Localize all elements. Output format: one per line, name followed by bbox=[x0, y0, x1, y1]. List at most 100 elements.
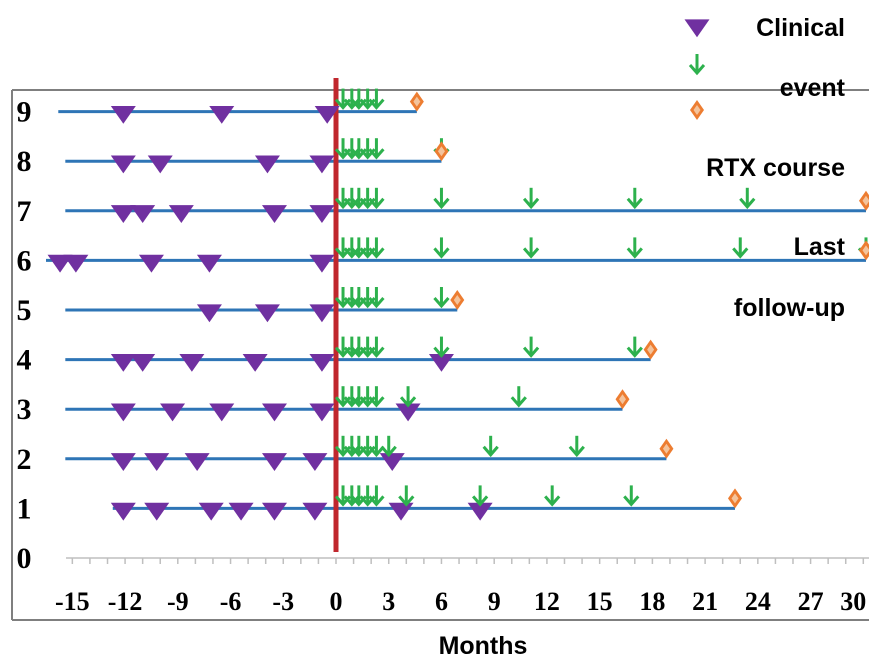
x-tick-label: 15 bbox=[587, 587, 613, 616]
y-tick-label: 9 bbox=[17, 96, 32, 129]
clinical-event-marker bbox=[138, 254, 164, 273]
rtx-course-arrow bbox=[368, 187, 385, 210]
clinical-event-marker bbox=[110, 353, 136, 372]
rtx-arrow-head bbox=[343, 445, 360, 458]
legend-symbols bbox=[684, 19, 710, 120]
clinical-event-marker bbox=[147, 155, 173, 174]
rtx-arrow-head bbox=[343, 495, 360, 507]
clinical-event-marker bbox=[144, 453, 170, 471]
rtx-course-arrow bbox=[433, 287, 450, 309]
rtx-course-arrow bbox=[623, 485, 640, 507]
x-tick-label: -12 bbox=[108, 587, 143, 616]
clinical-event-marker bbox=[309, 353, 335, 372]
rtx-course-arrow bbox=[433, 187, 450, 210]
rtx-arrow-head bbox=[343, 297, 360, 309]
rtx-arrow-head bbox=[368, 346, 385, 358]
clinical-event-marker bbox=[261, 453, 287, 471]
x-tick-label: 27 bbox=[798, 587, 824, 616]
clinical-event-marker bbox=[209, 403, 235, 422]
rtx-arrow-head bbox=[739, 197, 756, 210]
clinical-event-marker bbox=[302, 502, 328, 521]
clinical-event-marker bbox=[179, 353, 205, 372]
clinical-event-marker bbox=[63, 254, 89, 273]
diamond-inner bbox=[731, 493, 739, 504]
legend-text-event: event bbox=[780, 74, 846, 102]
clinical-event-marker bbox=[467, 502, 493, 521]
rtx-course-arrow bbox=[544, 485, 561, 507]
x-axis-label: Months bbox=[439, 632, 528, 659]
clinical-event-marker bbox=[261, 205, 287, 223]
clinical-event-marker bbox=[254, 304, 280, 323]
x-tick-label: 9 bbox=[488, 587, 501, 616]
rtx-course-arrow bbox=[626, 237, 643, 259]
x-tick-label: -3 bbox=[272, 587, 294, 616]
clinical-event-marker bbox=[110, 502, 136, 521]
diamond-inner bbox=[862, 245, 869, 256]
rtx-course-arrow bbox=[626, 336, 643, 358]
last-follow-up-marker bbox=[859, 190, 869, 211]
x-tick-label: 0 bbox=[330, 587, 343, 616]
rtx-arrow-head bbox=[368, 247, 385, 259]
legend-text-rtx-course: RTX course bbox=[706, 154, 845, 182]
rtx-arrow-head bbox=[626, 346, 643, 358]
y-tick-label: 0 bbox=[17, 542, 32, 575]
x-tick-label: 18 bbox=[639, 587, 665, 616]
rtx-arrow-head bbox=[688, 64, 706, 76]
rtx-arrow-head bbox=[399, 396, 417, 408]
clinical-event-marker bbox=[184, 453, 210, 471]
rtx-course-arrow bbox=[343, 287, 360, 309]
y-tick-label: 8 bbox=[17, 145, 32, 178]
last-follow-up-marker bbox=[643, 339, 658, 360]
rtx-arrow-head bbox=[433, 297, 450, 309]
rtx-course-arrow bbox=[368, 88, 385, 110]
rtx-arrow-head bbox=[368, 197, 385, 210]
rtx-course-arrow bbox=[380, 435, 397, 458]
rtx-course-arrow bbox=[433, 336, 450, 358]
clinical-event-marker bbox=[309, 205, 335, 223]
clinical-event-marker bbox=[388, 502, 414, 521]
diamond-inner bbox=[862, 195, 869, 206]
legend-last-follow-up-symbol bbox=[690, 100, 704, 120]
rtx-course-arrow bbox=[398, 485, 415, 507]
legend-text-follow-up: follow-up bbox=[734, 294, 845, 322]
rtx-course-arrow bbox=[368, 435, 385, 458]
diamond-inner bbox=[647, 344, 655, 355]
y-tick-label: 4 bbox=[17, 344, 32, 377]
last-follow-up-marker bbox=[450, 290, 465, 310]
legend-rtx-course-symbol bbox=[688, 54, 706, 76]
rtx-course-arrow bbox=[343, 187, 360, 210]
rtx-course-arrow bbox=[522, 187, 540, 210]
clinical-event-marker bbox=[110, 155, 136, 174]
last-follow-up-marker bbox=[615, 389, 630, 410]
y-tick-label: 6 bbox=[17, 244, 32, 277]
x-tick-label: 24 bbox=[745, 587, 771, 616]
rtx-arrow-head bbox=[368, 98, 385, 110]
x-tick-label: -15 bbox=[55, 587, 90, 616]
rtx-arrow-head bbox=[623, 495, 640, 507]
rtx-course-arrow bbox=[739, 187, 756, 210]
clinical-event-marker bbox=[314, 105, 340, 124]
y-tick-label: 7 bbox=[17, 195, 32, 228]
legend: Clinical event RTX course Last follow-up bbox=[684, 14, 846, 322]
rtx-course-arrow bbox=[482, 435, 499, 458]
rtx-arrow-head bbox=[433, 346, 450, 358]
clinical-event-marker bbox=[395, 403, 421, 422]
x-tick-labels: -15 -12 -9 -6 -3 0 3 6 9 12 15 18 21 24 27 30 bbox=[55, 587, 866, 616]
rtx-arrow-head bbox=[343, 148, 360, 160]
clinical-event-marker bbox=[110, 453, 136, 471]
legend-text-clinical: Clinical bbox=[756, 14, 845, 42]
timelines bbox=[46, 110, 866, 510]
rtx-arrow-head bbox=[626, 247, 643, 259]
rtx-course-arrow bbox=[368, 287, 385, 309]
last-follow-up-marker bbox=[727, 488, 742, 509]
clinical-event-marker bbox=[428, 353, 454, 372]
rtx-arrow-head bbox=[433, 247, 450, 259]
rtx-course-arrow bbox=[368, 485, 385, 507]
y-tick-label: 1 bbox=[17, 492, 32, 525]
clinical-event-marker bbox=[144, 502, 170, 521]
y-tick-label: 5 bbox=[17, 294, 32, 327]
last-follow-up-marker bbox=[659, 438, 674, 459]
rtx-course-arrow bbox=[343, 386, 360, 408]
diamond-inner bbox=[437, 146, 445, 157]
